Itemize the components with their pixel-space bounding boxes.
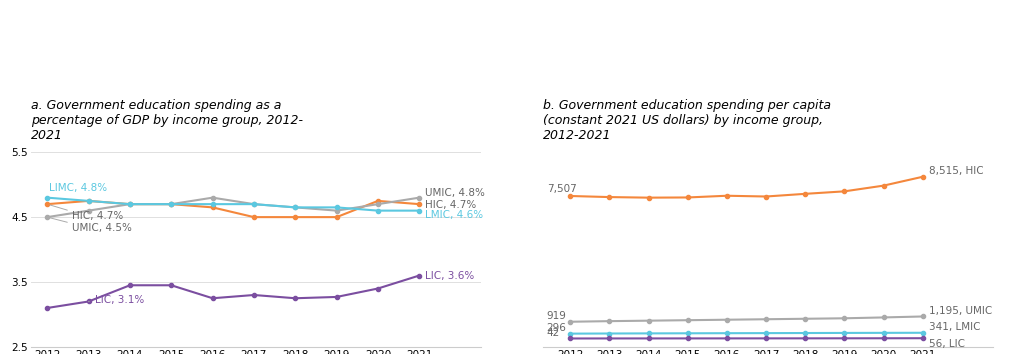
Text: 341, LMIC: 341, LMIC <box>929 322 980 332</box>
Text: 919: 919 <box>547 312 566 321</box>
Text: HIC, 4.7%: HIC, 4.7% <box>426 200 477 210</box>
Text: UMIC, 4.8%: UMIC, 4.8% <box>426 188 485 198</box>
Text: 1,195, UMIC: 1,195, UMIC <box>929 306 992 316</box>
Text: a. Government education spending as a
percentage of GDP by income group, 2012-
2: a. Government education spending as a pe… <box>31 99 303 142</box>
Text: 7,507: 7,507 <box>547 184 577 194</box>
Text: LIMC, 4.8%: LIMC, 4.8% <box>49 183 108 193</box>
Text: HIC, 4.7%: HIC, 4.7% <box>72 211 123 221</box>
Text: 8,515, HIC: 8,515, HIC <box>929 166 983 176</box>
Text: LMIC, 4.6%: LMIC, 4.6% <box>426 210 483 219</box>
Text: UMIC, 4.5%: UMIC, 4.5% <box>72 223 132 233</box>
Text: b. Government education spending per capita
(constant 2021 US dollars) by income: b. Government education spending per cap… <box>543 99 830 142</box>
Text: 296: 296 <box>547 323 566 333</box>
Text: LIC, 3.6%: LIC, 3.6% <box>426 270 475 280</box>
Text: LIC, 3.1%: LIC, 3.1% <box>89 295 144 306</box>
Text: 42: 42 <box>547 328 560 338</box>
Text: 56, LIC: 56, LIC <box>929 339 965 349</box>
